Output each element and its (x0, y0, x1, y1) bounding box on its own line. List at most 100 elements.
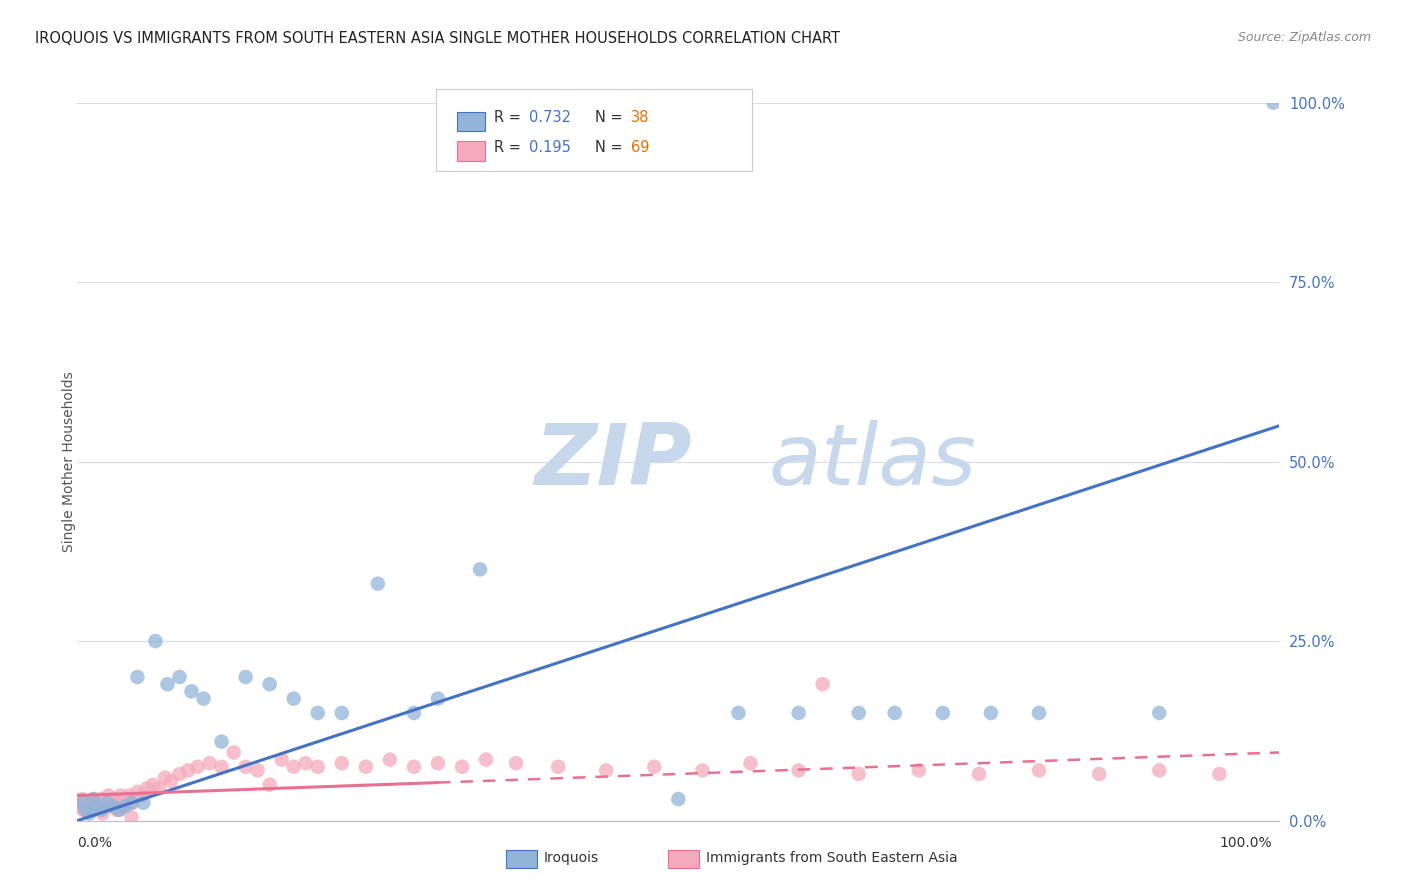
Point (283, 760, 305, 774)
Point (270, 753, 292, 767)
Point (367, 576, 389, 591)
Point (156, 677, 179, 691)
Point (259, 677, 281, 691)
Point (294, 756, 316, 771)
Point (222, 746, 245, 760)
Point (120, 810, 142, 824)
Point (1149, 706, 1171, 720)
Point (72, 803, 94, 817)
Point (451, 760, 474, 774)
Text: 38: 38 (631, 110, 650, 125)
Point (1149, 764, 1171, 778)
Point (73, 803, 96, 817)
Point (84, 799, 107, 814)
Point (127, 670, 149, 684)
Text: Iroquois: Iroquois (544, 851, 599, 865)
Point (908, 764, 931, 778)
Point (145, 634, 167, 648)
Point (177, 764, 200, 778)
Point (180, 684, 202, 698)
Point (121, 796, 143, 810)
Text: 69: 69 (631, 140, 650, 155)
Point (87, 799, 110, 814)
Point (980, 706, 1002, 720)
Point (211, 760, 233, 774)
Point (475, 753, 498, 767)
Point (595, 764, 617, 778)
Point (93, 796, 115, 810)
Point (354, 760, 377, 774)
Point (692, 764, 714, 778)
Point (114, 792, 136, 806)
Point (193, 691, 215, 706)
Point (76, 796, 98, 810)
Text: 0.732: 0.732 (529, 110, 571, 125)
Text: 100.0%: 100.0% (1220, 836, 1272, 850)
Point (235, 670, 257, 684)
Point (932, 706, 955, 720)
Text: Source: ZipAtlas.com: Source: ZipAtlas.com (1237, 31, 1371, 45)
Point (75, 803, 97, 817)
Point (186, 760, 209, 774)
Text: ZIP: ZIP (534, 420, 692, 503)
Point (547, 760, 569, 774)
Point (79, 806, 101, 821)
Point (70, 792, 93, 806)
Point (427, 756, 450, 771)
Point (727, 706, 749, 720)
Point (114, 799, 136, 814)
Point (148, 781, 170, 796)
Point (104, 796, 127, 810)
Text: N =: N = (595, 110, 627, 125)
Point (283, 691, 305, 706)
Point (811, 677, 834, 691)
Point (108, 803, 131, 817)
Point (259, 778, 281, 792)
Point (883, 706, 905, 720)
Point (83, 792, 105, 806)
Point (86, 796, 108, 810)
Text: R =: R = (494, 140, 524, 155)
Point (169, 767, 191, 781)
Point (378, 753, 401, 767)
Point (90, 792, 112, 806)
Point (103, 792, 125, 806)
Point (90, 803, 112, 817)
Point (127, 785, 149, 799)
Point (153, 771, 176, 785)
Point (740, 756, 762, 771)
Text: Immigrants from South Eastern Asia: Immigrants from South Eastern Asia (706, 851, 957, 865)
Point (91, 806, 114, 821)
Point (80, 803, 103, 817)
Text: IROQUOIS VS IMMIGRANTS FROM SOUTH EASTERN ASIA SINGLE MOTHER HOUSEHOLDS CORRELAT: IROQUOIS VS IMMIGRANTS FROM SOUTH EASTER… (35, 31, 841, 46)
Point (96, 796, 118, 810)
Text: atlas: atlas (769, 420, 977, 503)
Text: 0.195: 0.195 (529, 140, 571, 155)
Point (402, 706, 425, 720)
Point (1028, 706, 1050, 720)
Point (402, 760, 425, 774)
Point (198, 756, 221, 771)
Point (643, 760, 665, 774)
Point (211, 734, 233, 748)
Point (848, 767, 870, 781)
Point (169, 670, 191, 684)
Point (103, 799, 125, 814)
Point (967, 767, 990, 781)
Point (86, 799, 108, 814)
Point (787, 706, 810, 720)
Point (427, 691, 450, 706)
Point (96, 799, 118, 814)
Point (1028, 764, 1050, 778)
Point (160, 774, 183, 789)
Point (82, 792, 104, 806)
Point (330, 756, 353, 771)
Point (1088, 767, 1111, 781)
Point (105, 803, 128, 817)
Point (1208, 767, 1230, 781)
Point (69, 799, 91, 814)
Point (307, 760, 329, 774)
Point (110, 789, 132, 803)
Y-axis label: Single Mother Households: Single Mother Households (62, 371, 76, 552)
Text: R =: R = (494, 110, 524, 125)
